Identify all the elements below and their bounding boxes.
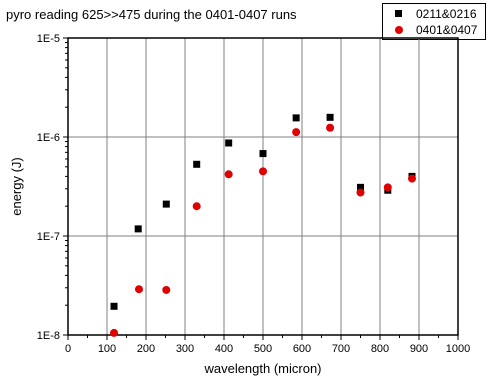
x-tick-label: 300 xyxy=(176,343,194,355)
x-tick-label: 900 xyxy=(410,343,428,355)
x-tick-label: 1000 xyxy=(446,343,470,355)
data-point-series-2 xyxy=(192,202,201,211)
y-tick-label: 1E-7 xyxy=(37,231,60,243)
legend-item-series-1: 0211&0216 xyxy=(383,6,485,22)
legend-label-series-2: 0401&0407 xyxy=(416,23,478,37)
legend-label-series-1: 0211&0216 xyxy=(416,7,477,21)
x-tick-label: 400 xyxy=(215,343,233,355)
data-point-series-1 xyxy=(259,150,267,158)
x-tick-label: 600 xyxy=(293,343,311,355)
y-tick-label: 1E-6 xyxy=(37,132,60,144)
x-tick-label: 100 xyxy=(98,343,116,355)
data-point-series-1 xyxy=(292,114,300,122)
data-point-series-2 xyxy=(259,167,267,176)
data-point-series-2 xyxy=(292,128,301,137)
data-point-series-1 xyxy=(225,139,233,147)
x-tick-label: 0 xyxy=(65,343,71,355)
y-tick-label: 1E-5 xyxy=(37,33,60,45)
legend-circle-marker-icon xyxy=(395,26,403,34)
x-tick-label: 500 xyxy=(254,343,272,355)
data-point-series-1 xyxy=(134,225,142,233)
x-axis-label: wavelength (micron) xyxy=(203,361,321,376)
legend: 0211&0216 0401&0407 xyxy=(382,3,486,40)
x-tick-label: 700 xyxy=(332,343,350,355)
legend-item-series-2: 0401&0407 xyxy=(383,22,485,38)
data-point-series-2 xyxy=(224,170,233,179)
y-axis-label: energy (J) xyxy=(9,157,24,216)
legend-square-marker-icon xyxy=(395,10,402,17)
data-point-series-1 xyxy=(110,302,118,310)
data-point-series-2 xyxy=(110,328,119,337)
data-point-series-2 xyxy=(383,183,392,192)
data-point-series-1 xyxy=(193,160,201,168)
data-point-series-1 xyxy=(162,200,170,208)
data-point-series-2 xyxy=(326,123,335,132)
data-point-series-2 xyxy=(162,285,171,294)
data-point-series-1 xyxy=(326,113,334,121)
data-point-series-2 xyxy=(134,285,143,294)
x-tick-label: 800 xyxy=(371,343,389,355)
chart-title: pyro reading 625>>475 during the 0401-04… xyxy=(6,7,297,22)
y-tick-label: 1E-8 xyxy=(37,330,60,342)
data-point-series-2 xyxy=(407,174,416,183)
data-point-series-1 xyxy=(357,183,364,191)
data-point-series-2 xyxy=(356,188,365,197)
x-tick-label: 200 xyxy=(137,343,155,355)
